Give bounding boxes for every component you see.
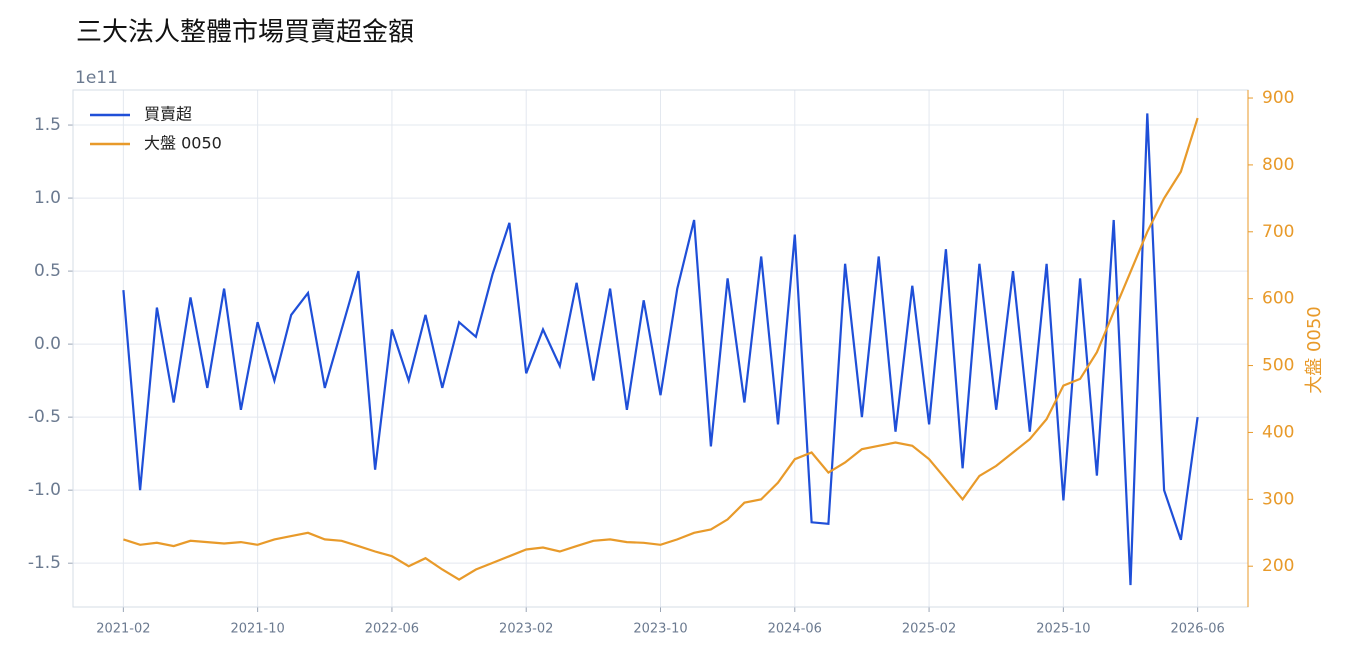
y2-tick-label: 300	[1262, 489, 1294, 509]
y-offset-text: 1e11	[75, 68, 118, 88]
y-tick-label: -0.5	[28, 407, 61, 427]
y2-tick-label: 500	[1262, 356, 1294, 376]
y2-tick-label: 200	[1262, 556, 1294, 576]
x-tick-label: 2021-10	[230, 622, 284, 637]
y2-tick-label: 600	[1262, 289, 1294, 309]
series-line	[122, 113, 1199, 586]
y-tick-label: 1.0	[34, 188, 61, 208]
x-tick-label: 2022-06	[365, 622, 419, 637]
y2-tick-label: 400	[1262, 422, 1294, 442]
x-tick-label: 2021-02	[96, 622, 150, 637]
y2-tick-label: 700	[1262, 222, 1294, 242]
y2-tick-label: 900	[1262, 88, 1294, 108]
y2-axis-label: 大盤 0050	[1304, 306, 1325, 394]
y2-tick-label: 800	[1262, 155, 1294, 175]
x-tick-label: 2025-10	[1036, 622, 1090, 637]
chart-title: 三大法人整體市場買賣超金額	[76, 18, 414, 48]
x-tick-label: 2025-02	[902, 622, 956, 637]
x-tick-label: 2024-06	[768, 622, 822, 637]
y-tick-label: 1.5	[34, 115, 61, 135]
legend-label: 大盤 0050	[144, 134, 222, 153]
legend-label: 買賣超	[144, 105, 192, 124]
x-tick-label: 2026-06	[1170, 622, 1224, 637]
x-tick-label: 2023-02	[499, 622, 553, 637]
y-tick-label: -1.5	[28, 553, 61, 573]
y-tick-label: -1.0	[28, 480, 61, 500]
series-line	[123, 117, 1199, 581]
y-tick-label: 0.5	[34, 261, 61, 281]
y-tick-label: 0.0	[34, 334, 61, 354]
x-tick-label: 2023-10	[633, 622, 687, 637]
